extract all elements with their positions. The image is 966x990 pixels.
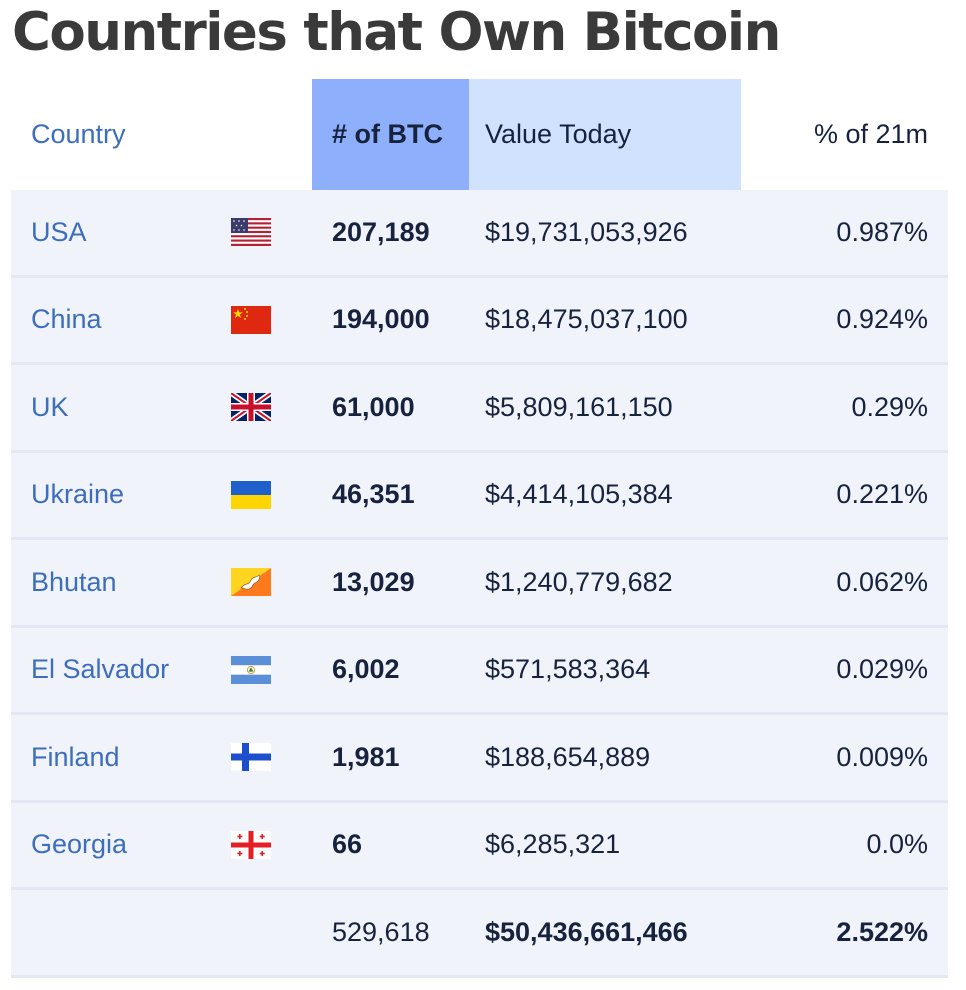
- table-row: USA 207,189 $19,731,053,926 0.98: [11, 190, 948, 278]
- pct-of-21m: 0.987%: [836, 216, 928, 247]
- value-today: $188,654,889: [485, 741, 651, 772]
- total-btc: 529,618: [332, 916, 430, 947]
- pct-of-21m: 0.924%: [836, 304, 928, 335]
- btc-amount: 61,000: [332, 391, 415, 422]
- country-link[interactable]: El Salvador: [31, 654, 170, 685]
- header-value: Value Today: [469, 79, 741, 190]
- country-link[interactable]: China: [31, 304, 102, 335]
- table-row: El Salvador 6,002 $571,583,364 0.029%: [11, 627, 948, 715]
- pct-of-21m: 0.029%: [836, 654, 928, 685]
- btc-amount: 6,002: [332, 654, 400, 685]
- value-today: $1,240,779,682: [485, 566, 673, 597]
- table-row: Finland 1,981 $188,654,889 0.009%: [11, 715, 948, 803]
- value-today: $18,475,037,100: [485, 304, 688, 335]
- country-link[interactable]: Finland: [31, 741, 120, 772]
- btc-amount: 1,981: [332, 741, 400, 772]
- btc-amount: 194,000: [332, 304, 430, 335]
- usa-flag-icon: [231, 218, 271, 247]
- value-today: $19,731,053,926: [485, 216, 688, 247]
- value-today: $5,809,161,150: [485, 391, 673, 422]
- header-btc: # of BTC: [312, 79, 469, 190]
- pct-of-21m: 0.062%: [836, 566, 928, 597]
- value-today: $6,285,321: [485, 829, 621, 860]
- table-row: Georgia 66 $6,285,321 0.0%: [11, 802, 948, 890]
- country-link[interactable]: USA: [31, 216, 87, 247]
- finland-flag-icon: [231, 743, 271, 772]
- btc-amount: 207,189: [332, 216, 430, 247]
- china-flag-icon: [231, 305, 271, 334]
- value-today: $4,414,105,384: [485, 479, 673, 510]
- pct-of-21m: 0.009%: [836, 741, 928, 772]
- country-link[interactable]: Georgia: [31, 829, 128, 860]
- total-row: 529,618 $50,436,661,466 2.522%: [11, 890, 948, 978]
- total-value: $50,436,661,466: [485, 916, 688, 947]
- country-link[interactable]: Ukraine: [31, 479, 125, 510]
- btc-amount: 46,351: [332, 479, 415, 510]
- btc-amount: 13,029: [332, 566, 415, 597]
- pct-of-21m: 0.29%: [851, 391, 928, 422]
- pct-of-21m: 0.221%: [836, 479, 928, 510]
- country-link[interactable]: UK: [31, 391, 69, 422]
- table-row: China 194,000 $18,475,037,100 0.924%: [11, 277, 948, 365]
- georgia-flag-icon: [231, 830, 271, 859]
- pct-of-21m: 0.0%: [866, 829, 928, 860]
- total-pct: 2.522%: [836, 916, 928, 947]
- header-country: Country: [31, 119, 126, 149]
- el-salvador-flag-icon: [231, 655, 271, 684]
- page-title: Countries that Own Bitcoin: [12, 2, 781, 63]
- country-link[interactable]: Bhutan: [31, 566, 117, 597]
- bitcoin-holdings-table: Country Flag # of BTC Value Today % of 2…: [11, 79, 948, 978]
- bhutan-flag-icon: [231, 568, 271, 597]
- ukraine-flag-icon: [231, 480, 271, 509]
- header-pct: % of 21m: [813, 119, 928, 149]
- uk-flag-icon: [231, 393, 271, 422]
- table-row: Bhutan 13,029 $1,240,779,682 0.062%: [11, 540, 948, 628]
- table-row: UK 61,000 $5,809,161,150 0.29%: [11, 365, 948, 453]
- btc-amount: 66: [332, 829, 363, 860]
- table-row: Ukraine 46,351 $4,414,105,384 0.221%: [11, 452, 948, 540]
- header-flag: Flag: [231, 119, 284, 149]
- value-today: $571,583,364: [485, 654, 651, 685]
- table-header: Country Flag # of BTC Value Today % of 2…: [11, 79, 948, 190]
